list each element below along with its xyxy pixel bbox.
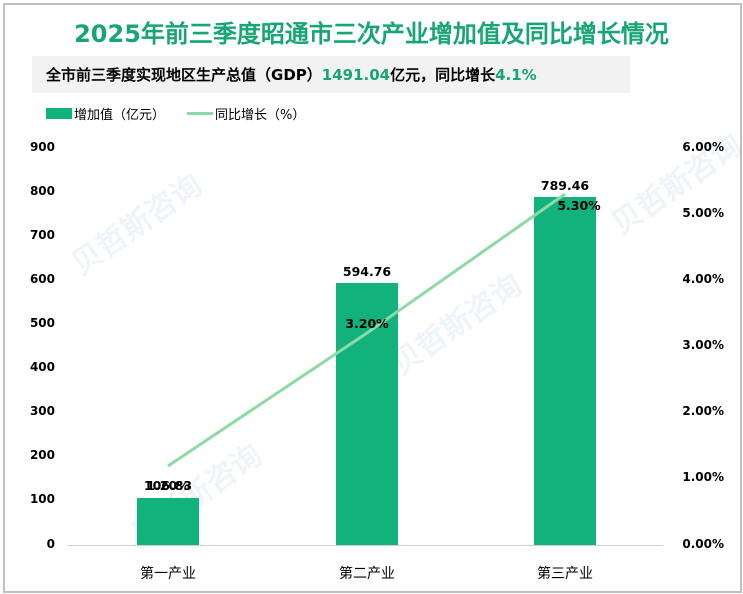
subtitle-prefix: 全市前三季度实现地区生产总值（GDP） — [46, 66, 322, 84]
x-axis-line — [68, 545, 663, 546]
subtitle-middle: 亿元，同比增长 — [390, 66, 496, 84]
chart-subtitle: 全市前三季度实现地区生产总值（GDP）1491.04亿元，同比增长4.1% — [46, 64, 537, 85]
left-axis-tick: 500 — [29, 316, 55, 330]
left-axis-tick: 900 — [29, 140, 55, 154]
gdp-value: 1491.04 — [321, 66, 391, 84]
bar-value-label: 789.46 — [540, 178, 590, 193]
left-axis-tick: 200 — [29, 448, 55, 462]
legend-line-label: 同比增长（%） — [215, 108, 306, 123]
subtitle-box — [32, 56, 630, 93]
category-label: 第一产业 — [140, 566, 196, 582]
left-axis-tick: 0 — [46, 537, 55, 551]
bar-tertiary-industry — [534, 197, 596, 545]
right-axis-tick: 1.00% — [682, 470, 724, 484]
right-axis-tick: 5.00% — [682, 206, 724, 220]
right-axis-tick: 2.00% — [682, 404, 724, 418]
left-axis-tick: 100 — [29, 492, 55, 506]
growth-value-label: 1.20% — [146, 478, 190, 493]
bar-secondary-industry — [336, 283, 398, 545]
category-label: 第三产业 — [537, 566, 593, 582]
growth-value-label: 3.20% — [345, 316, 389, 331]
bar-value-label: 594.76 — [342, 264, 392, 279]
growth-value-label: 5.30% — [557, 198, 601, 213]
right-axis-tick: 4.00% — [682, 272, 724, 286]
left-axis-tick: 400 — [29, 360, 55, 374]
legend-bar-swatch — [46, 108, 72, 119]
gdp-growth: 4.1% — [495, 66, 537, 84]
legend-bar-label: 增加值（亿元） — [74, 108, 166, 123]
left-axis-tick: 800 — [29, 184, 55, 198]
right-axis-tick: 3.00% — [682, 338, 724, 352]
left-axis-tick: 300 — [29, 404, 55, 418]
bar-value-label: 106.83 — [143, 478, 193, 493]
chart-title: 2025年前三季度昭通市三次产业增加值及同比增长情况 — [74, 20, 669, 48]
category-label: 第二产业 — [339, 566, 395, 582]
right-axis-tick: 0.00% — [682, 537, 724, 551]
bar-primary-industry — [137, 498, 199, 545]
right-axis-tick: 6.00% — [682, 140, 724, 154]
left-axis-tick: 600 — [29, 272, 55, 286]
left-axis-tick: 700 — [29, 228, 55, 242]
legend-line-swatch — [187, 112, 214, 115]
chart-legend: 增加值（亿元） 同比增长（%） — [46, 104, 305, 123]
